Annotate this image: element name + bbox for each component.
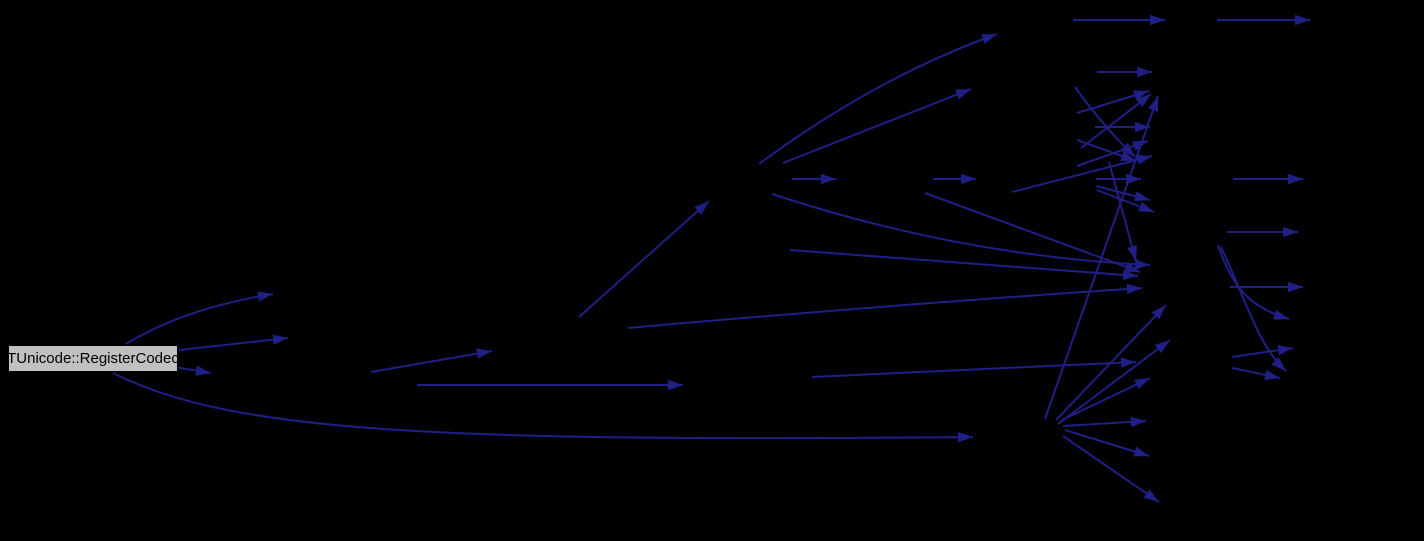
graph-arrowhead — [1127, 245, 1138, 261]
graph-edge — [1062, 435, 1160, 503]
graph-arrowhead — [1122, 269, 1138, 281]
graph-arrowhead — [1288, 281, 1303, 293]
graph-edge — [112, 372, 974, 440]
graph-arrowhead — [1137, 66, 1152, 78]
graph-arrowhead — [1136, 154, 1152, 165]
graph-arrowhead — [1273, 309, 1289, 320]
graph-arrowhead — [955, 89, 971, 100]
graph-arrowhead — [257, 291, 273, 302]
graph-arrowhead — [1134, 378, 1150, 390]
graph-edge — [1220, 246, 1287, 372]
graph-edge — [758, 33, 998, 165]
graph-arrowhead — [1135, 121, 1150, 133]
graph-edge — [782, 88, 972, 164]
graph-edge — [1057, 339, 1171, 425]
graph-arrowhead — [1120, 357, 1136, 368]
graph-edge — [125, 293, 274, 345]
graph-arrowhead — [1148, 96, 1158, 112]
graph-edge — [789, 249, 1139, 277]
graph-edge — [924, 192, 1141, 273]
graph-arrowhead — [1135, 94, 1151, 108]
graph-arrowhead — [272, 334, 288, 345]
graph-arrowhead — [981, 34, 997, 44]
graph-arrowhead — [1134, 191, 1150, 202]
graph-arrowhead — [1295, 14, 1310, 26]
graph-edge — [1061, 377, 1151, 421]
graph-arrowhead — [1130, 416, 1146, 428]
graph-edge — [1011, 155, 1153, 193]
graph-edge — [627, 287, 1143, 329]
graph-edge — [811, 361, 1137, 378]
graph-arrowhead — [1154, 340, 1170, 354]
graph-arrowhead — [195, 365, 211, 376]
graph-arrowhead — [1134, 259, 1150, 270]
graph-arrowhead — [1283, 226, 1298, 238]
graph-arrowhead — [1133, 446, 1149, 457]
graph-arrowhead — [1126, 283, 1142, 295]
graph-arrowhead — [1138, 201, 1154, 212]
graph-arrowhead — [1143, 489, 1159, 502]
graph-edge — [578, 200, 710, 318]
graph-arrowhead — [668, 379, 683, 391]
graph-arrowhead — [1120, 151, 1136, 161]
graph-edge — [1217, 244, 1290, 320]
graph-edge — [178, 337, 289, 351]
graph-node-label: TUnicode::RegisterCodec — [7, 350, 179, 367]
graph-arrowhead — [961, 173, 976, 185]
graph-node-tunicode-registercodec: TUnicode::RegisterCodec — [7, 345, 179, 372]
graph-arrowhead — [1120, 142, 1135, 157]
graph-arrowhead — [1133, 90, 1149, 101]
graph-edge — [370, 350, 493, 373]
graph-arrowhead — [1124, 261, 1140, 272]
graph-arrowhead — [1271, 356, 1286, 371]
graph-arrowhead — [1264, 369, 1280, 381]
graph-arrowhead — [1151, 305, 1166, 320]
graph-arrowhead — [476, 348, 492, 359]
graph-arrowhead — [1288, 173, 1303, 185]
graph-arrowhead — [1277, 345, 1293, 356]
graph-arrowhead — [694, 201, 709, 215]
graph-arrowhead — [821, 173, 836, 185]
graph-arrowhead — [957, 431, 973, 443]
graph-edge — [1108, 161, 1137, 262]
graph-arrowhead — [1150, 14, 1165, 26]
